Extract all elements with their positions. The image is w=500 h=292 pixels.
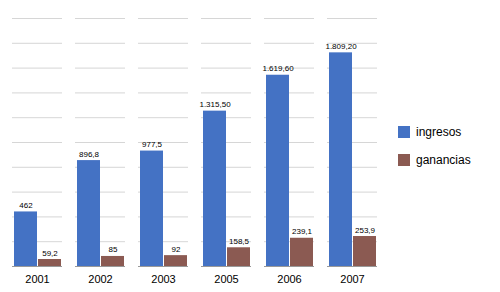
html-text:ingresos: ingresos — [416, 125, 462, 139]
svg-text:85: 85 — [109, 245, 118, 254]
svg-text:2005: 2005 — [214, 273, 238, 285]
svg-text:977,5: 977,5 — [142, 140, 163, 149]
svg-text:2003: 2003 — [151, 273, 175, 285]
svg-text:1.809,20: 1.809,20 — [325, 42, 357, 51]
svg-text:92: 92 — [172, 245, 181, 254]
svg-text:239,1: 239,1 — [292, 227, 313, 236]
svg-text:158,5: 158,5 — [229, 237, 250, 246]
svg-text:2007: 2007 — [340, 273, 364, 285]
html-text:ganancias: ganancias — [416, 153, 471, 167]
svg-text:2002: 2002 — [88, 273, 112, 285]
svg-text:1.619,60: 1.619,60 — [262, 64, 294, 73]
svg-text:1.315,50: 1.315,50 — [199, 100, 231, 109]
svg-text:2006: 2006 — [277, 273, 301, 285]
svg-text:253,9: 253,9 — [355, 226, 376, 235]
svg-text:896,8: 896,8 — [79, 150, 100, 159]
svg-text:462: 462 — [19, 201, 33, 210]
svg-text:2001: 2001 — [25, 273, 49, 285]
svg-text:59,2: 59,2 — [42, 249, 58, 258]
